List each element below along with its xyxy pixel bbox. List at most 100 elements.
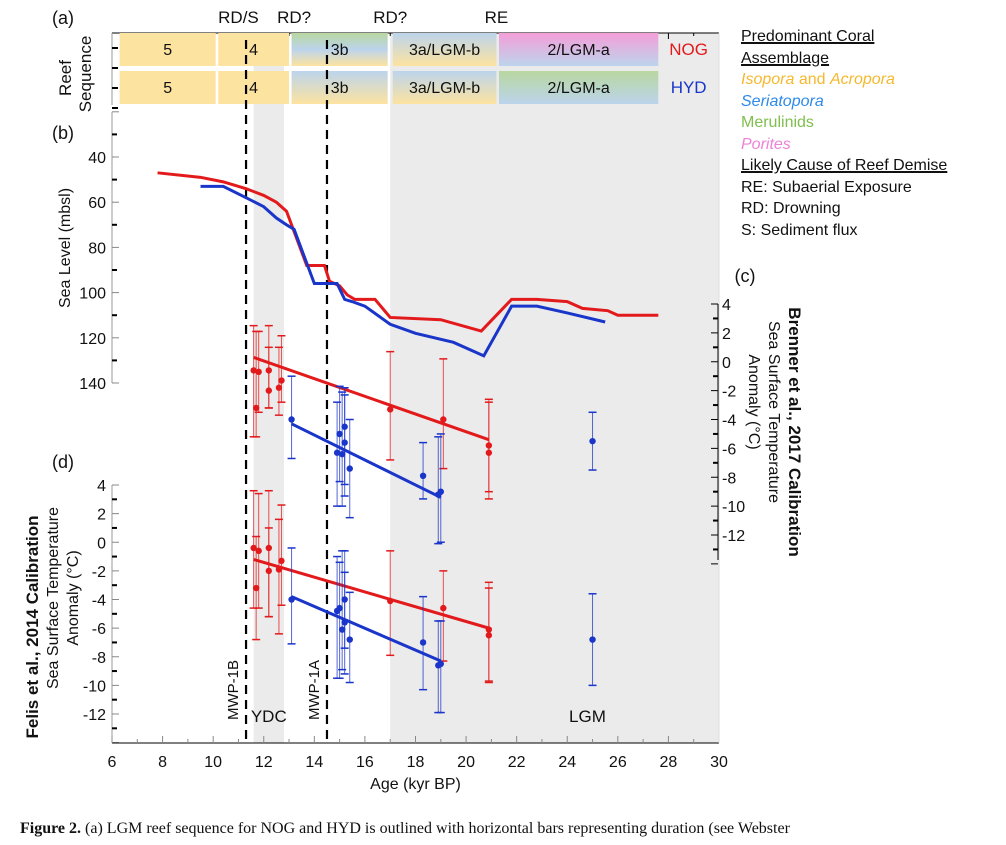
panel-d-trendline-hyd (290, 595, 442, 663)
panel-c-label: (c) (735, 266, 756, 286)
panel-d-point-nog (252, 584, 260, 592)
panel-c-ytick-label: -6 (722, 441, 736, 458)
panel-d-ylabel-1: Sea Surface Temperature (45, 507, 62, 689)
panel-c-point-nog (278, 377, 285, 384)
panel-d-ylabel-2: Anomaly (°C) (65, 550, 82, 645)
x-axis-tick-label: 20 (457, 754, 475, 771)
reef-unit-hyd (119, 71, 216, 104)
panel-c-point-hyd (437, 488, 444, 495)
legend-merulinids: Merulinids (741, 114, 814, 131)
caption-text: (a) LGM reef sequence for NOG and HYD is… (81, 820, 790, 837)
reef-unit-label: 3a/LGM-b (409, 80, 480, 97)
panel-c-point-hyd (419, 472, 427, 480)
reef-unit-label: 5 (163, 42, 172, 59)
legend-seriatopora: Seriatopora (741, 92, 824, 110)
panel-b-label: (b) (52, 123, 74, 143)
panel-c-point-hyd (341, 439, 348, 446)
demise-label-2: RD? (373, 8, 407, 27)
x-axis-tick-label: 28 (660, 754, 678, 771)
panel-d-ytick-label: -12 (83, 707, 106, 724)
reef-unit-label: 3b (331, 80, 349, 97)
x-axis-tick-label: 26 (609, 754, 627, 771)
demise-label-0: RD/S (218, 8, 259, 27)
panel-d-ytick-label: 0 (97, 535, 106, 552)
site-label-nog: NOG (669, 40, 708, 59)
panel-d-trendline-nog (253, 557, 490, 630)
panel-d-ytick-label: -6 (92, 621, 106, 638)
panel-c-point-nog (255, 368, 262, 376)
panel-c-point-nog (250, 367, 257, 374)
panel-d-ytick-label: 2 (97, 507, 106, 524)
shaded-label-lgm: LGM (569, 707, 606, 726)
panel-d-point-nog (485, 632, 493, 639)
panel-b-ylabel: Sea Level (mbsl) (57, 188, 74, 308)
panel-a-ylabel-2: Sequence (76, 36, 95, 113)
reef-unit-nog (119, 33, 216, 66)
x-axis-tick-label: 10 (204, 754, 222, 771)
panel-c-point-nog (275, 384, 283, 391)
panel-c-point-hyd (338, 450, 346, 458)
panel-d-point-nog (250, 544, 257, 552)
panel-d-ytick-label: -2 (92, 564, 106, 581)
panel-c-point-nog (252, 404, 260, 412)
panel-d-point-hyd (589, 636, 596, 643)
legend-acropora: Acropora (829, 71, 895, 88)
legend-porites: Porites (741, 135, 791, 153)
legend-and: and (794, 71, 830, 88)
panel-d-ylabel-bold: Felis et al., 2014 Calibration (23, 516, 42, 739)
panel-b-ytick-label: 40 (88, 150, 106, 167)
panel-c-ytick-label: 2 (722, 326, 731, 343)
panel-c-point-nog (440, 416, 447, 423)
panel-c-ylabel-1: Sea Surface Temperature (765, 321, 782, 503)
reef-unit-label: 5 (163, 80, 172, 97)
reef-unit-nog (392, 33, 497, 66)
caption-lead: Figure 2. (20, 820, 82, 837)
legend-isopora: Isopora (741, 71, 795, 88)
panel-d-point-hyd (346, 636, 353, 643)
panel-c-point-hyd (336, 430, 343, 438)
x-axis-tick-label: 14 (305, 754, 323, 771)
panel-c-ytick-label: 4 (722, 297, 731, 314)
panel-d-point-hyd (437, 660, 444, 668)
sea-level-line-hyd (200, 184, 606, 358)
panel-c-ytick-label: -12 (722, 528, 745, 545)
shaded-period-lgm (390, 33, 719, 743)
legend: Predominant Coral Assemblage Isopora and… (741, 26, 947, 241)
panel-b-ytick-label: 100 (79, 286, 106, 303)
reef-unit-label: 2/LGM-a (548, 80, 610, 97)
demise-label-3: RE (485, 8, 509, 27)
legend-isopora-acropora: Isopora and Acropora (741, 69, 947, 91)
x-axis-tick-label: 8 (158, 754, 167, 771)
sea-level-line-nog (157, 171, 659, 333)
legend-rd: RD: Drowning (741, 200, 841, 217)
reef-unit-hyd (498, 71, 659, 104)
reef-unit-nog (218, 33, 290, 66)
reef-unit-hyd (392, 71, 497, 104)
demise-label-1: RD? (277, 8, 311, 27)
x-axis-tick-label: 18 (407, 754, 425, 771)
site-label-hyd: HYD (671, 78, 707, 97)
x-axis-tick-label: 24 (558, 754, 576, 771)
panel-c-point-hyd (333, 449, 341, 456)
panel-c-ytick-label: -2 (722, 384, 736, 401)
panel-b-ytick-label: 80 (88, 240, 106, 257)
reef-unit-label: 3a/LGM-b (409, 42, 480, 59)
panel-c-ytick-label: -8 (722, 470, 736, 487)
panel-c-point-nog (485, 449, 493, 456)
reef-unit-nog (498, 33, 659, 66)
reef-unit-hyd (291, 71, 388, 104)
reef-unit-nog (291, 33, 388, 66)
reef-unit-label: 4 (249, 42, 258, 59)
legend-heading-coral-2: Assemblage (741, 49, 830, 67)
shaded-label-ydc: YDC (251, 707, 287, 726)
reef-unit-label: 4 (249, 80, 258, 97)
panel-c-point-nog (387, 406, 394, 413)
panel-d-point-hyd (338, 626, 346, 633)
legend-heading-coral-1: Predominant Coral (741, 28, 875, 45)
legend-re: RE: Subaerial Exposure (741, 178, 912, 196)
event-label-mwp-1a: MWP-1A (306, 660, 323, 720)
panel-c-ytick-label: -4 (722, 413, 736, 430)
panel-d-point-nog (440, 604, 447, 612)
panel-a-label: (a) (52, 8, 74, 28)
